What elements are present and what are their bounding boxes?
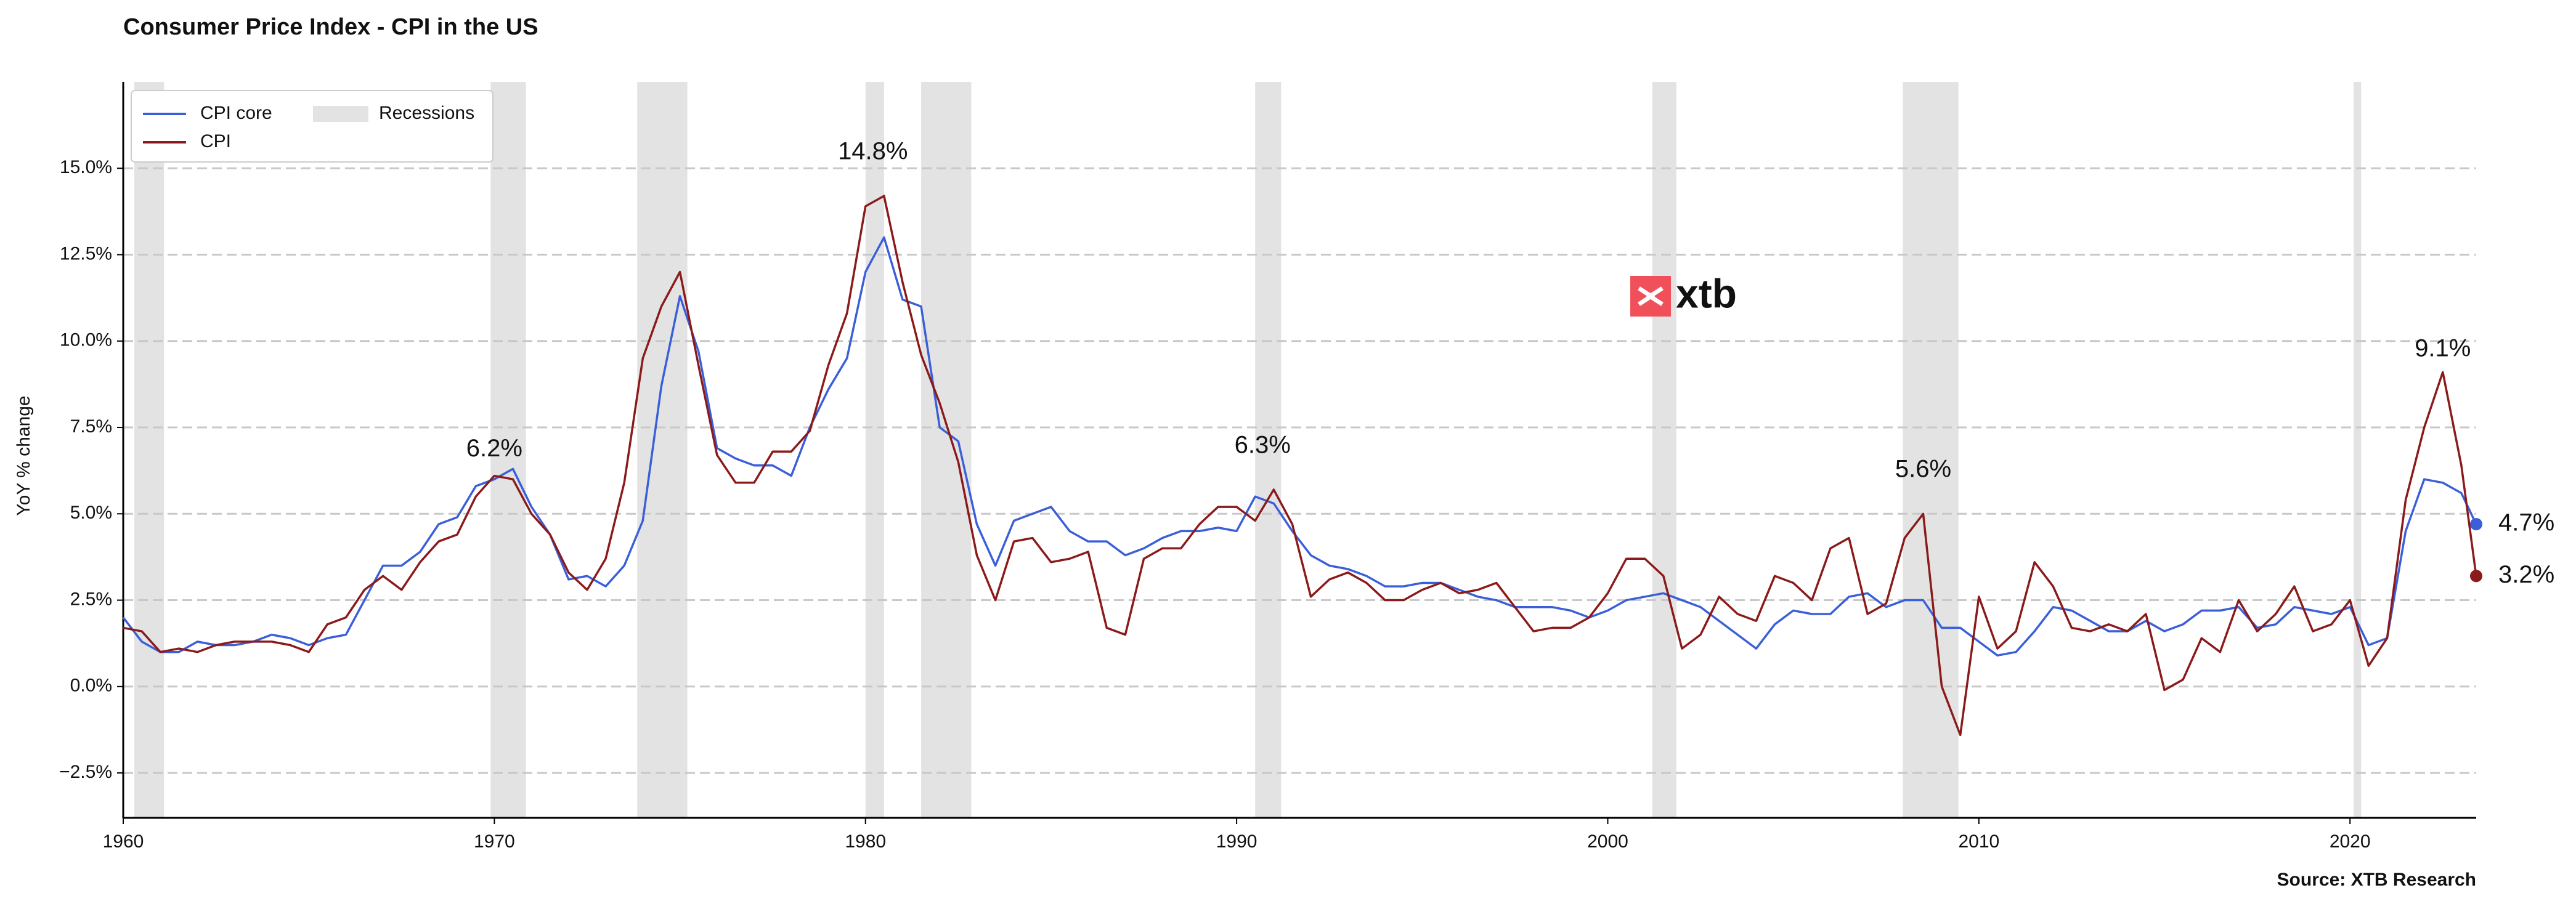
x-tick-label: 1980 xyxy=(845,831,886,852)
x-tick-label: 1990 xyxy=(1216,831,1258,852)
y-tick-label: 7.5% xyxy=(70,416,112,437)
end-dot xyxy=(2470,518,2482,531)
legend-swatch xyxy=(313,106,368,122)
y-tick-label: −2.5% xyxy=(59,762,112,782)
y-tick-label: 0.0% xyxy=(70,676,112,696)
legend-box xyxy=(131,90,494,163)
recession-band xyxy=(490,82,526,818)
recession-band xyxy=(134,82,165,818)
logo-icon xyxy=(1638,286,1664,306)
x-tick-label: 2010 xyxy=(1958,831,1999,852)
recession-band xyxy=(1255,82,1282,818)
end-dot xyxy=(2470,570,2482,583)
recession-band xyxy=(2354,82,2362,818)
recession-band xyxy=(637,82,688,818)
series-line xyxy=(123,195,2477,737)
x-tick-label: 2000 xyxy=(1587,831,1628,852)
legend-label: Recessions xyxy=(379,103,474,123)
recession-band xyxy=(921,82,972,818)
logo-text: xtb xyxy=(1676,270,1737,316)
legend: CPI core CPI Recessions xyxy=(131,90,494,163)
legend-label: CPI xyxy=(200,131,231,152)
source: Source: XTB Research xyxy=(2277,870,2476,890)
recession-band xyxy=(1903,82,1959,818)
series-line xyxy=(122,236,2477,657)
x-tick-label: 1970 xyxy=(474,831,515,852)
x-tick-label: 2020 xyxy=(2330,831,2371,852)
recession-band xyxy=(1652,82,1676,818)
end-label: 4.7% xyxy=(2498,509,2554,536)
annotation: 9.1% xyxy=(2415,334,2471,362)
y-axis-label: YoY % change xyxy=(14,395,34,515)
recession-band xyxy=(865,82,884,818)
y-tick-label: 2.5% xyxy=(70,589,112,609)
annotation: 6.2% xyxy=(466,435,522,462)
annotation: 5.6% xyxy=(1895,456,1951,483)
y-tick-label: 15.0% xyxy=(60,157,112,177)
annotation: 6.3% xyxy=(1235,431,1291,458)
logo: xtb xyxy=(1630,270,1737,317)
annotation: 14.8% xyxy=(838,137,908,164)
x-tick-label: 1960 xyxy=(103,831,144,852)
y-tick-label: 10.0% xyxy=(60,330,112,350)
y-tick-label: 5.0% xyxy=(70,503,112,523)
end-label: 3.2% xyxy=(2498,561,2554,588)
chart-title: Consumer Price Index - CPI in the US xyxy=(123,14,538,40)
y-tick-label: 12.5% xyxy=(60,243,112,264)
legend-label: CPI core xyxy=(200,103,272,123)
